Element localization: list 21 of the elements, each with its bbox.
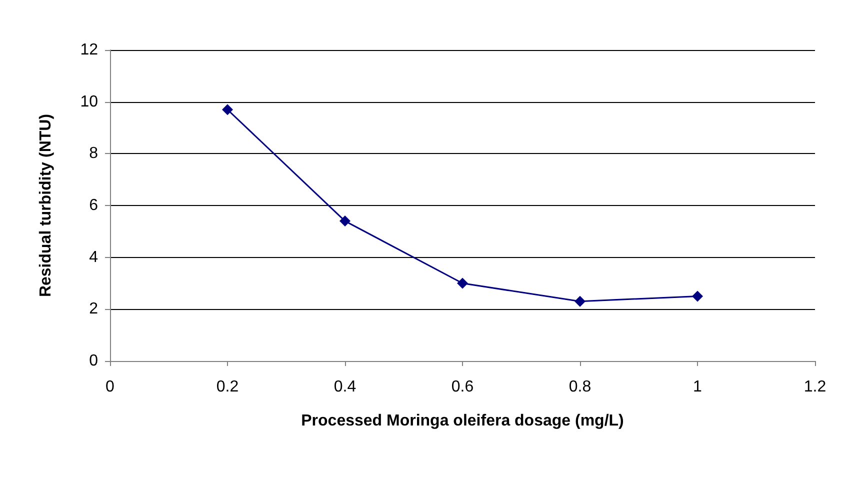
x-tick-label: 0.8: [568, 378, 592, 396]
x-axis-title: Processed Moringa oleifera dosage (mg/L): [301, 412, 624, 430]
y-tick-label: 8: [89, 145, 98, 162]
point: [222, 104, 233, 116]
y-tick-label: 0: [89, 352, 98, 370]
x-tick-label: 0.2: [216, 378, 239, 396]
point: [574, 296, 586, 307]
x-tick-label: 0.6: [451, 378, 474, 396]
y-tick-label: 2: [89, 300, 98, 318]
y-tick-label: 12: [80, 42, 98, 58]
x-tick-label: 0: [106, 378, 115, 396]
x-tick-label: 0.4: [334, 378, 356, 396]
y-axis-title: Residual turbidity (NTU): [38, 114, 54, 298]
y-tick-label: 10: [80, 93, 98, 110]
x-tick-label: 1: [693, 378, 702, 396]
point: [692, 290, 703, 302]
y-tick-label: 4: [89, 248, 98, 266]
y-tick-label: 6: [89, 197, 98, 214]
point: [457, 278, 468, 289]
point: [340, 216, 350, 227]
x-tick-label: 1.2: [804, 378, 826, 396]
